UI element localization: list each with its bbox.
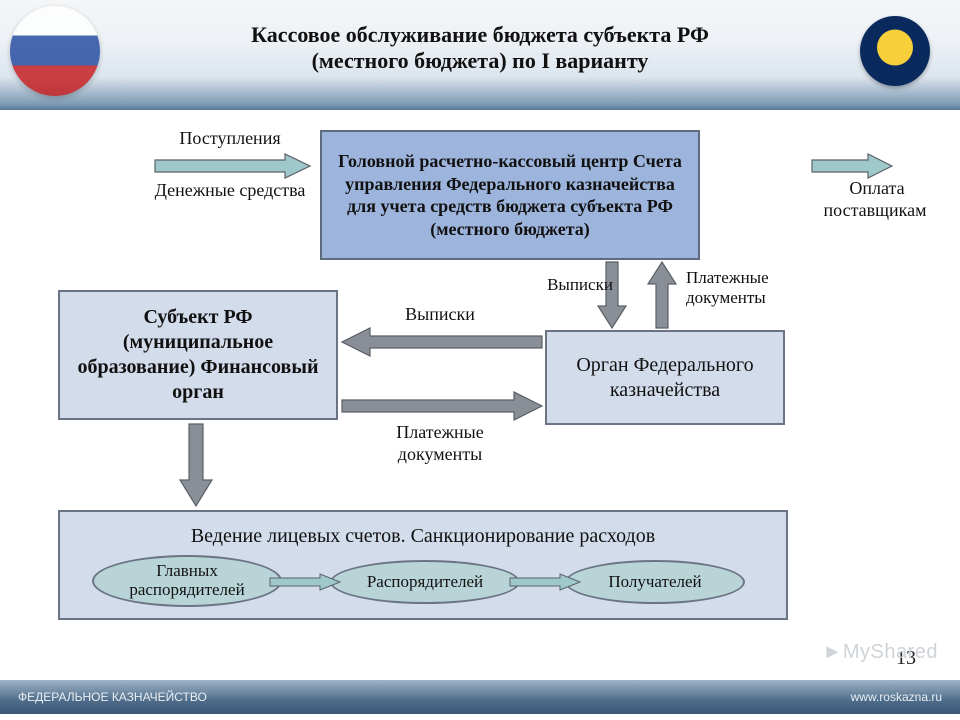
box-mid-right: Орган Федерального казначейства (545, 330, 785, 425)
ellipse-e1-text: Главных распорядителей (102, 562, 272, 599)
slide-title: Кассовое обслуживание бюджета субъекта Р… (120, 22, 840, 74)
arrow-organ-to-subject (342, 328, 542, 356)
ellipse-managers: Распорядителей (330, 560, 520, 604)
box-mid-left: Субъект РФ (муниципальное образование) Ф… (58, 290, 338, 420)
arrow-ell-2-3 (510, 574, 580, 590)
flag-emblem (10, 6, 100, 96)
watermark: ►MyShared (823, 641, 938, 664)
ellipse-recipients: Получателей (565, 560, 745, 604)
label-pay-sup1: Оплата (822, 178, 932, 200)
arrow-subject-to-bottom (180, 424, 212, 506)
ellipse-e3-text: Получателей (608, 573, 701, 592)
footer-band: ФЕДЕРАЛЬНОЕ КАЗНАЧЕЙСТВО www.roskazna.ru (0, 680, 960, 714)
treasury-emblem (860, 16, 930, 86)
box-top-center-text: Головной расчетно-кассовый центр Счета у… (332, 150, 688, 240)
label-vyp-top: Выписки (540, 275, 620, 295)
box-bottom-title: Ведение лицевых счетов. Санкционирование… (191, 524, 655, 549)
label-plat-top: Платежные документы (686, 268, 806, 309)
label-vyp-mid: Выписки (370, 304, 510, 326)
ellipse-e2-text: Распорядителей (367, 573, 483, 592)
box-top-center: Головной расчетно-кассовый центр Счета у… (320, 130, 700, 260)
label-incoming-top: Поступления (150, 128, 310, 150)
ellipse-main-managers: Главных распорядителей (92, 555, 282, 607)
title-line1: Кассовое обслуживание бюджета субъекта Р… (251, 22, 709, 47)
arrow-subject-to-organ (342, 392, 542, 420)
arrow-incoming (155, 154, 310, 178)
footer-right: www.roskazna.ru (851, 690, 942, 704)
label-pay-sup2: поставщикам (800, 200, 950, 222)
title-line2: (местного бюджета) по I варианту (312, 48, 649, 73)
arrow-organ-to-top (648, 262, 676, 328)
label-plat-mid: Платежные документы (360, 422, 520, 465)
box-mid-right-text: Орган Федерального казначейства (557, 353, 773, 403)
watermark-text: MyShared (843, 641, 938, 663)
arrow-pay-suppliers (812, 154, 892, 178)
box-mid-left-text: Субъект РФ (муниципальное образование) Ф… (70, 305, 326, 405)
footer-left: ФЕДЕРАЛЬНОЕ КАЗНАЧЕЙСТВО (18, 690, 207, 704)
label-incoming-bot: Денежные средства (130, 180, 330, 202)
arrow-ell-1-2 (270, 574, 340, 590)
